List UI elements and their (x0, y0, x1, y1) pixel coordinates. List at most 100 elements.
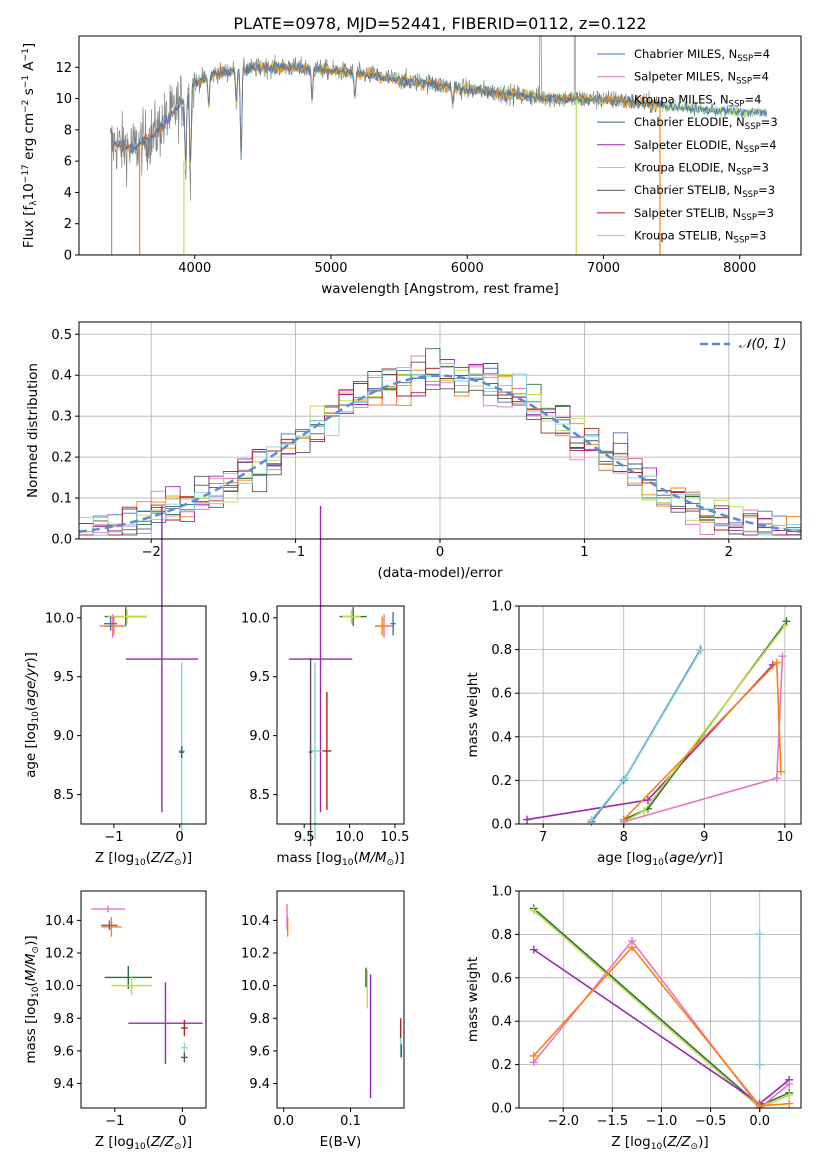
weight-marker (776, 767, 785, 776)
y-tick-label: 9.8 (249, 1012, 270, 1027)
legend-entry: Kroupa MILES, NSSP=4 (634, 92, 761, 109)
y-tick-label: 10.4 (45, 914, 74, 929)
weight-marker (529, 945, 538, 954)
y-tick-label: 0.4 (51, 369, 72, 384)
y-tick-label: 9.5 (249, 670, 270, 685)
weight-marker (780, 621, 789, 630)
y-tick-label: 0.0 (51, 533, 72, 548)
y-axis-label: Normed distribution (25, 363, 41, 498)
legend-entry: Salpeter ELODIE, NSSP=4 (634, 138, 777, 155)
histogram-chabrier_elodie (79, 348, 801, 536)
axes-frame (276, 605, 405, 825)
y-tick-label: 10 (55, 92, 72, 107)
weight-marker (778, 652, 787, 661)
x-axis-label: wavelength [Angstrom, rest frame] (321, 281, 559, 297)
x-axis-label: mass [log10(M/M⊙)] (276, 850, 404, 868)
legend-entry: Chabrier STELIB, NSSP=3 (634, 183, 775, 200)
x-tick-label: 0.0 (273, 1114, 294, 1129)
weight-marker (785, 1099, 794, 1108)
x-tick-label: −1.5 (597, 1114, 629, 1129)
weight-marker (643, 796, 652, 805)
y-tick-label: 9.8 (53, 1012, 74, 1027)
model-spectrum-kroupa_miles (112, 60, 660, 164)
y-tick-label: 0.1 (51, 492, 72, 507)
x-tick-label: 2 (725, 545, 733, 560)
x-tick-label: 0.0 (749, 1114, 770, 1129)
axes-frame (518, 605, 802, 825)
x-axis-label: E(B-V) (320, 1134, 362, 1150)
y-axis-label: age [log10(age/yr)] (23, 652, 41, 778)
axes-frame (276, 890, 405, 1109)
histogram-kroupa_miles (79, 364, 801, 536)
figure-title: PLATE=0978, MJD=52441, FIBERID=0112, z=0… (233, 14, 646, 33)
y-tick-label: 10.0 (45, 611, 74, 626)
weight-marker (639, 806, 648, 815)
y-tick-label: 10.0 (241, 979, 270, 994)
weight-marker (523, 815, 532, 824)
y-tick-label: 0.2 (491, 1058, 512, 1073)
y-tick-label: 9.0 (249, 729, 270, 744)
y-tick-label: 8 (64, 123, 72, 138)
y-tick-label: 8.5 (249, 788, 270, 803)
y-tick-label: 8.5 (53, 788, 74, 803)
y-tick-label: 10.2 (241, 947, 270, 962)
y-tick-label: 0.2 (491, 774, 512, 789)
y-tick-label: 0.6 (491, 971, 512, 986)
spectrum-series (109, 36, 768, 255)
x-tick-label: −1 (286, 545, 305, 560)
x-tick-label: −1 (104, 830, 123, 845)
y-tick-label: 1.0 (491, 885, 512, 900)
x-tick-label: −1.0 (646, 1114, 678, 1129)
y-tick-label: 0.4 (491, 730, 512, 745)
weight-marker (619, 815, 628, 824)
x-tick-label: 0 (178, 1114, 186, 1129)
y-tick-label: 1.0 (491, 600, 512, 615)
y-tick-label: 0.0 (491, 818, 512, 833)
x-tick-label: 0.1 (340, 1114, 361, 1129)
x-tick-label: 9.5 (294, 830, 315, 845)
y-tick-label: 10.4 (241, 914, 270, 929)
x-tick-label: 10.0 (335, 830, 364, 845)
x-tick-label: −2.0 (547, 1114, 579, 1129)
model-spectrum-chabrier_miles (112, 61, 768, 163)
weight-marker (785, 1080, 794, 1089)
weight-line (533, 946, 790, 1107)
x-tick-label: 0 (176, 830, 184, 845)
legend-entry: Kroupa STELIB, NSSP=3 (634, 229, 766, 246)
x-tick-label: 1 (580, 545, 588, 560)
x-tick-label: −1 (105, 1114, 124, 1129)
axes-frame (78, 35, 802, 256)
y-tick-label: 2 (64, 217, 72, 232)
y-tick-label: 0.2 (51, 451, 72, 466)
x-axis-label: Z [log10(Z/Z⊙)] (95, 850, 192, 868)
y-tick-label: 9.4 (53, 1077, 74, 1092)
x-tick-label: 0 (436, 545, 444, 560)
x-axis-label: Z [log10(Z/Z⊙)] (611, 1134, 708, 1152)
y-axis-label: mass weight (465, 957, 481, 1042)
y-tick-label: 0.4 (491, 1015, 512, 1030)
y-tick-label: 0.3 (51, 410, 72, 425)
x-tick-label: 10.5 (380, 830, 409, 845)
x-axis-label: Z [log10(Z/Z⊙)] (95, 1134, 192, 1152)
axes-frame (518, 890, 802, 1109)
x-axis-label: age [log10(age/yr)] (597, 850, 723, 868)
legend-entry: Salpeter STELIB, NSSP=3 (634, 206, 774, 223)
y-tick-label: 10.0 (45, 979, 74, 994)
legend-entry: Chabrier ELODIE, NSSP=3 (634, 115, 778, 132)
x-axis-label: (data-model)/error (377, 565, 503, 581)
y-tick-label: 9.6 (53, 1044, 74, 1059)
legend-entry: Chabrier MILES, NSSP=4 (634, 47, 770, 64)
y-tick-label: 0 (64, 249, 72, 264)
y-tick-label: 10.2 (45, 947, 74, 962)
y-tick-label: 0.5 (51, 328, 72, 343)
x-tick-label: 6000 (451, 261, 484, 276)
axes-frame (80, 890, 207, 1109)
weight-marker (627, 943, 636, 952)
weight-line (623, 620, 788, 821)
weight-marker (755, 930, 764, 939)
weight-marker (529, 906, 538, 915)
axes-frame (80, 605, 207, 825)
x-tick-label: −2 (142, 545, 161, 560)
x-tick-label: 7000 (587, 261, 620, 276)
